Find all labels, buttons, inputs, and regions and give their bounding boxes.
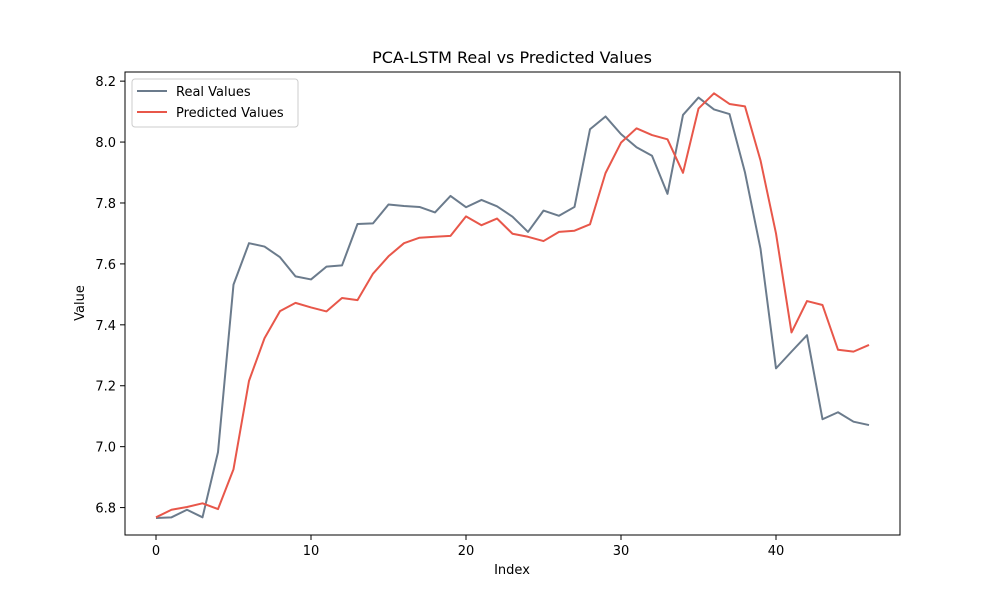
x-tick-label: 10 xyxy=(303,544,320,559)
legend-label: Real Values xyxy=(176,85,251,100)
y-tick-label: 7.6 xyxy=(95,258,116,273)
legend-box xyxy=(131,78,299,128)
x-axis: 0 10 20 30 40 xyxy=(152,535,784,559)
y-tick-label: 7.4 xyxy=(95,319,116,334)
legend: Real Values Predicted Values xyxy=(131,78,299,128)
y-tick-label: 7.8 xyxy=(95,197,116,212)
y-tick-label: 7.2 xyxy=(95,380,116,395)
x-tick-label: 40 xyxy=(768,544,785,559)
plot-area xyxy=(155,92,870,519)
y-tick-label: 6.8 xyxy=(95,502,116,517)
plot-frame xyxy=(124,71,901,536)
x-tick-label: 30 xyxy=(613,544,630,559)
y-axis-label: Value xyxy=(73,285,88,321)
x-tick-label: 0 xyxy=(152,544,160,559)
y-tick-label: 8.2 xyxy=(95,75,116,90)
y-tick-label: 8.0 xyxy=(95,136,116,151)
series-line-real xyxy=(155,96,870,519)
x-axis-label: Index xyxy=(494,563,530,578)
x-tick-label: 20 xyxy=(458,544,475,559)
y-tick-label: 7.0 xyxy=(95,441,116,456)
chart-title: PCA-LSTM Real vs Predicted Values xyxy=(372,48,652,67)
series-line-predicted xyxy=(155,92,870,519)
legend-label: Predicted Values xyxy=(176,106,284,121)
y-axis: 6.8 7.0 7.2 7.4 7.6 7.8 8.0 8.2 xyxy=(95,75,125,517)
